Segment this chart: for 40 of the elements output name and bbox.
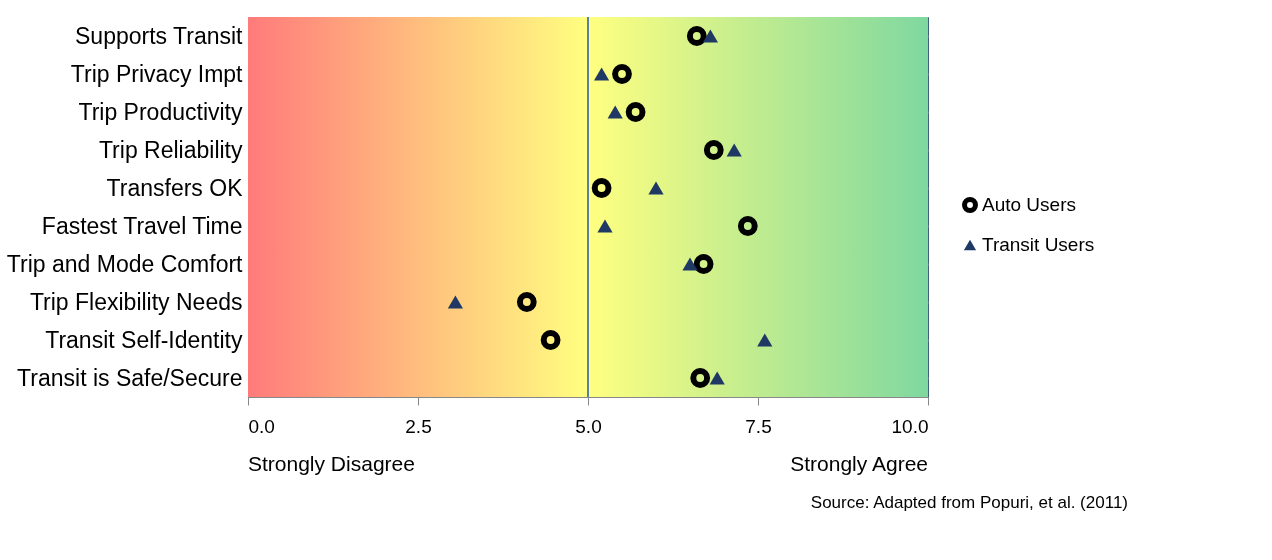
- y-tick-label: Transit is Safe/Secure: [17, 364, 243, 391]
- point: [594, 67, 610, 81]
- x-tick-label: 5.0: [575, 415, 602, 437]
- point: [447, 295, 463, 309]
- y-tick-label: Trip Reliability: [98, 136, 243, 163]
- text: Strongly Agree: [790, 452, 928, 475]
- text: Strongly Disagree: [248, 452, 415, 475]
- y-tick-label: Transit Self-Identity: [45, 326, 243, 353]
- point: [625, 102, 646, 122]
- x-tick-label: 10.0: [891, 415, 929, 437]
- legend-label: Transit Users: [982, 234, 1095, 255]
- point: [690, 368, 711, 388]
- x-tick-label: 2.5: [405, 415, 432, 437]
- point: [612, 64, 632, 84]
- point: [737, 216, 758, 236]
- point: [693, 254, 714, 274]
- y-tick-label: Trip Flexibility Needs: [29, 288, 243, 315]
- source-note: Source: Adapted from Popuri, et al. (2011): [810, 493, 1128, 512]
- point: [709, 371, 725, 385]
- point: [757, 333, 773, 347]
- point: [702, 29, 718, 43]
- point: [516, 292, 537, 312]
- point: [597, 219, 613, 233]
- x-tick-label: 0.0: [248, 415, 275, 437]
- point: [682, 257, 698, 271]
- y-tick-label: Trip Privacy Impt: [70, 60, 244, 87]
- y-tick-label: Trip and Mode Comfort: [6, 250, 244, 277]
- legend-label: Auto Users: [982, 194, 1076, 215]
- point: [726, 143, 742, 157]
- y-tick-label: Fastest Travel Time: [41, 212, 243, 239]
- point: [591, 178, 612, 198]
- point: [686, 26, 707, 46]
- point: [540, 330, 561, 350]
- y-tick-label: Transfers OK: [106, 174, 244, 201]
- point: [607, 105, 623, 119]
- y-tick-label: Trip Productivity: [78, 98, 243, 125]
- x-tick-label: 7.5: [745, 415, 772, 437]
- point: [648, 181, 664, 195]
- point: [703, 140, 724, 160]
- y-tick-label: Supports Transit: [75, 22, 244, 49]
